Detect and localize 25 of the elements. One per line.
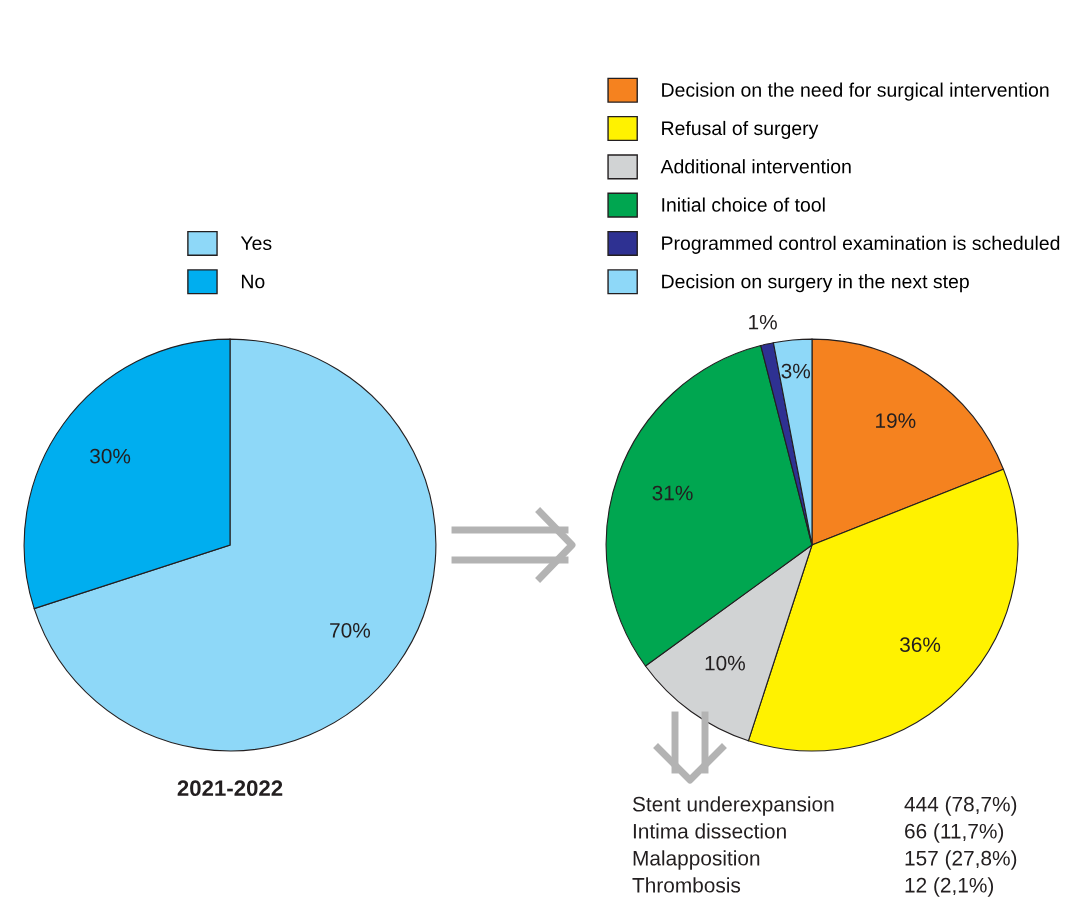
legend-label: Refusal of surgery xyxy=(662,120,819,139)
legend-label: Decision on the need for surgical intervention xyxy=(662,82,1049,101)
legend-label: No xyxy=(241,274,265,289)
text: 444 (78,7%) xyxy=(904,796,1017,816)
legend-label: Programmed control examination is scheduled xyxy=(662,235,1060,254)
data-label: 30% xyxy=(90,448,131,464)
legend-label: Initial choice of tool xyxy=(662,197,825,212)
text: Stent underexpansion xyxy=(632,796,834,816)
text: Malapposition xyxy=(633,850,760,870)
text: 66 (11,7%) xyxy=(905,823,1004,843)
data-label: 70% xyxy=(330,622,371,638)
data-label: 10% xyxy=(705,655,745,671)
text: Intima dissection xyxy=(633,823,786,839)
data-label: 31% xyxy=(652,485,693,501)
legend-label: Additional intervention xyxy=(660,159,851,174)
text: 157 (27,8%) xyxy=(905,850,1017,870)
text: 2021-2022 xyxy=(177,780,283,797)
data-label: 19% xyxy=(876,413,916,428)
legend-label: Yes xyxy=(240,236,272,251)
data-label: 36% xyxy=(900,637,941,653)
text: 12 (2,1%) xyxy=(905,877,994,897)
data-label: 3% xyxy=(781,363,811,379)
legend-label: Decision on surgery in the next step xyxy=(662,274,969,293)
text: Thrombosis xyxy=(632,877,741,893)
data-label: 1% xyxy=(749,314,777,330)
